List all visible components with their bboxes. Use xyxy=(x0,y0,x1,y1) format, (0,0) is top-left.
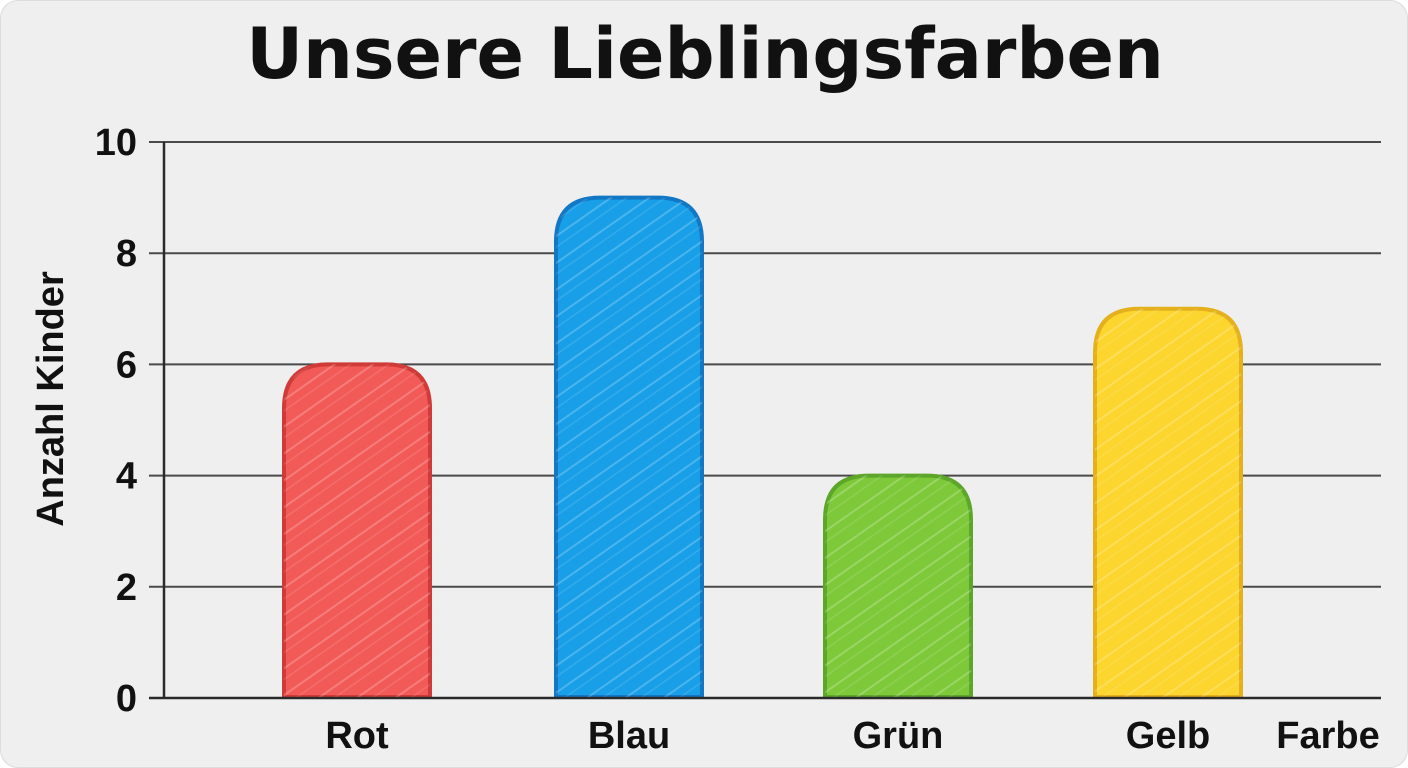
y-axis-title: Anzahl Kinder xyxy=(30,271,72,527)
bars xyxy=(282,195,1243,699)
bar-texture xyxy=(284,364,430,697)
bar-blau xyxy=(554,195,704,699)
y-tick-label: 2 xyxy=(116,567,137,609)
x-tick-label: Grün xyxy=(853,715,944,757)
x-axis-title: Farbe xyxy=(1276,715,1379,757)
x-tick-label: Rot xyxy=(325,715,389,757)
bar-gelb xyxy=(1093,306,1243,699)
y-tick-label: 4 xyxy=(116,456,137,498)
bar-texture xyxy=(825,475,971,697)
x-category-labels: Rot Blau Grün Gelb xyxy=(325,715,1210,757)
y-tick-label: 10 xyxy=(95,122,137,164)
x-tick-label: Blau xyxy=(588,715,670,757)
y-tick-label: 0 xyxy=(116,678,137,720)
bar-texture xyxy=(556,197,702,697)
y-tick-label: 8 xyxy=(116,233,137,275)
chart-title: Unsere Lieblingsfarben xyxy=(246,13,1164,95)
axes xyxy=(149,142,1381,700)
y-tick-label: 6 xyxy=(116,344,137,386)
x-tick-label: Gelb xyxy=(1126,715,1210,757)
bar-grün xyxy=(823,473,973,699)
bar-rot xyxy=(282,362,432,699)
y-tick-labels: 0 2 4 6 8 10 xyxy=(95,122,137,720)
bar-texture xyxy=(1095,308,1241,697)
